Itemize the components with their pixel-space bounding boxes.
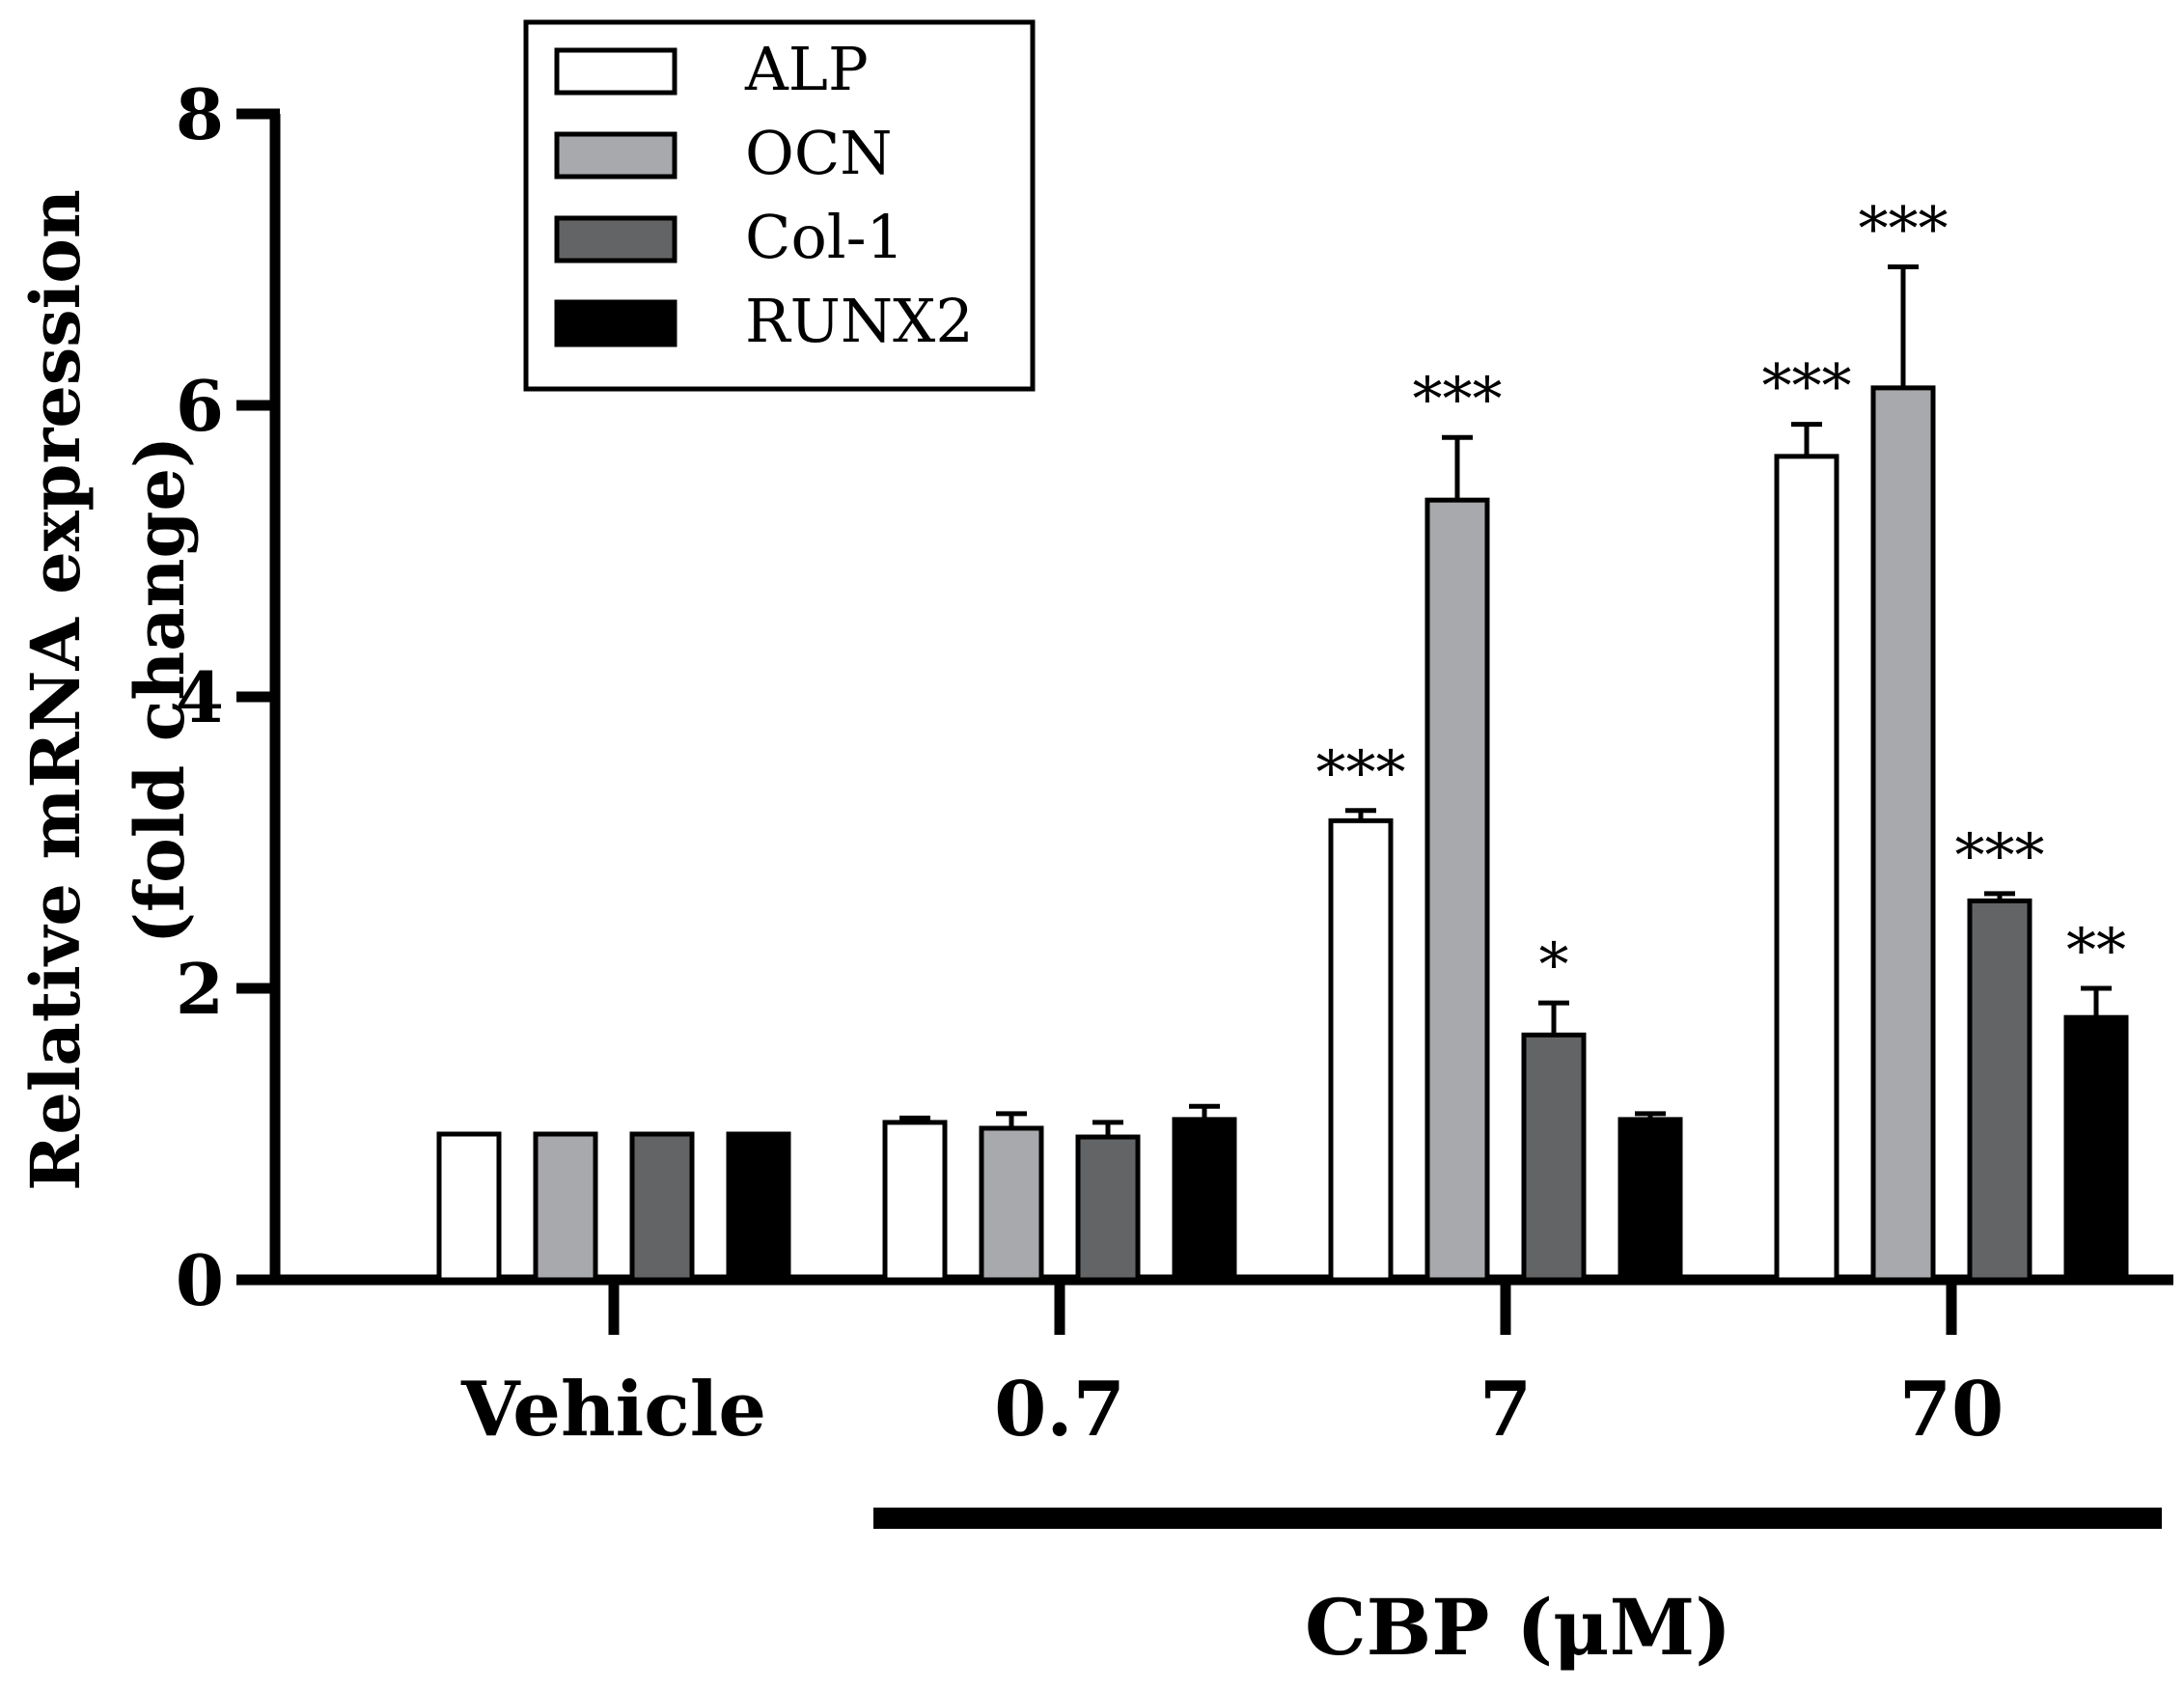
bar-ocn-0 <box>533 1131 598 1283</box>
bar-alp-0 <box>436 1131 502 1283</box>
significance-marker: * <box>1539 929 1569 1000</box>
bar-runx2-1 <box>1172 1117 1237 1283</box>
significance-labels: ****************** <box>1316 194 2127 1001</box>
legend-label-runx2: RUNX2 <box>745 286 974 356</box>
bar-runx2-0 <box>726 1131 791 1283</box>
bar-alp-3 <box>1774 454 1839 1283</box>
bar-alp-1 <box>882 1120 948 1283</box>
significance-marker: *** <box>1955 820 2045 891</box>
y-axis-label-units: (fold change) <box>120 436 200 944</box>
y-tick-label: 2 <box>176 948 224 1030</box>
x-category-label: 7 <box>1479 1366 1532 1454</box>
y-tick-label: 0 <box>176 1239 224 1321</box>
y-axis-label: Relative mRNA expression <box>15 189 96 1191</box>
y-tick-label: 4 <box>176 656 224 738</box>
bar-ocn-3 <box>1870 385 1936 1283</box>
legend-label-col-1: Col-1 <box>745 202 904 272</box>
x-axis-title: CBP (μM) <box>1305 1582 1731 1673</box>
x-category-label: 0.7 <box>994 1366 1125 1454</box>
bar-col-1-1 <box>1075 1134 1141 1283</box>
bar-col-1-2 <box>1521 1032 1587 1283</box>
significance-marker: *** <box>1413 364 1503 434</box>
legend: ALP OCN Col-1 RUNX2 <box>523 19 1036 392</box>
bar-ocn-2 <box>1424 497 1490 1283</box>
legend-label-ocn: OCN <box>745 118 893 188</box>
legend-label-alp: ALP <box>744 34 869 104</box>
bar-col-1-0 <box>629 1131 695 1283</box>
significance-marker: *** <box>1316 737 1406 808</box>
y-tick-label: 6 <box>176 365 224 447</box>
x-category-label: 70 <box>1899 1366 2004 1454</box>
y-ticks: 0 2 4 6 8 <box>176 73 280 1321</box>
bars <box>436 385 2129 1283</box>
significance-marker: *** <box>1859 194 1949 264</box>
y-tick-label: 8 <box>176 73 224 155</box>
legend-swatch-ocn <box>554 131 677 180</box>
significance-marker: ** <box>2066 915 2126 985</box>
bar-runx2-2 <box>1617 1117 1683 1283</box>
bar-runx2-3 <box>2063 1014 2129 1283</box>
bar-alp-2 <box>1328 817 1394 1283</box>
x-ticks: Vehicle 0.7 7 70 <box>460 1280 2004 1454</box>
bar-ocn-1 <box>979 1125 1044 1283</box>
error-bars <box>899 264 2112 1138</box>
legend-swatch-col-1 <box>554 215 677 263</box>
x-category-label: Vehicle <box>460 1366 766 1454</box>
legend-swatch-alp <box>554 47 677 96</box>
significance-marker: *** <box>1762 351 1852 422</box>
legend-swatch-runx2 <box>554 299 677 347</box>
bar-col-1-3 <box>1967 898 2032 1283</box>
